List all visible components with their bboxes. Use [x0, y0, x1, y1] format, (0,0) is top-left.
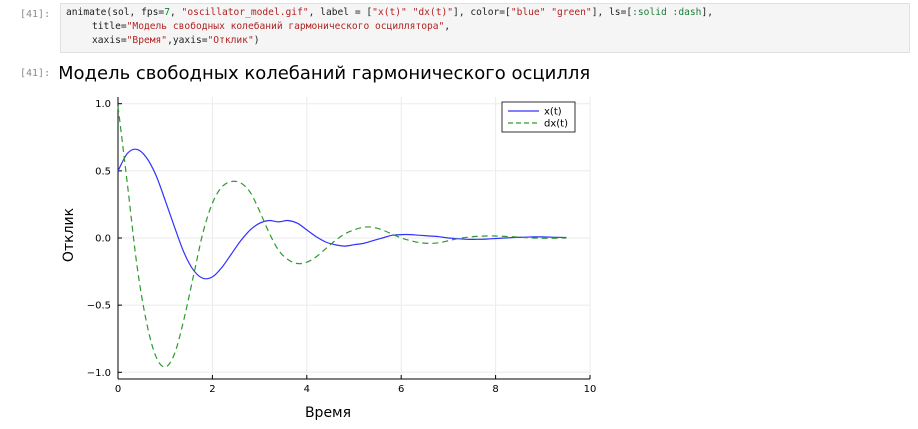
code-token: , label = [	[308, 7, 373, 18]
output-plot: Модель свободных колебаний гармоническог…	[58, 60, 620, 425]
x-tick-label: 6	[398, 384, 404, 395]
code-token: "green"	[551, 7, 592, 18]
code-token: ,	[444, 21, 451, 32]
chart-series	[117, 106, 567, 368]
y-axis-label: Отклик	[61, 208, 77, 262]
code-token: ,	[169, 7, 182, 18]
input-cell: [41]: animate(sol, fps=7, "oscillator_mo…	[0, 0, 918, 60]
legend-label: dx(t)	[544, 119, 568, 130]
code-token: "x(t)"	[372, 7, 407, 18]
chart-legend: x(t)dx(t)	[501, 101, 576, 133]
code-token: xaxis=	[92, 35, 127, 46]
code-token: ], color=[	[453, 7, 511, 18]
code-editor[interactable]: animate(sol, fps=7, "oscillator_model.gi…	[60, 3, 910, 53]
input-prompt: [41]:	[20, 9, 51, 20]
x-tick-label: 10	[584, 384, 597, 395]
code-token: 7	[164, 7, 170, 18]
code-token: ], ls=[	[591, 7, 633, 18]
code-line-1: animate(sol, fps=7, "oscillator_model.gi…	[66, 7, 713, 18]
legend-box	[501, 101, 576, 133]
code-token: ],	[701, 7, 713, 18]
code-token: "dx(t)"	[412, 7, 454, 18]
code-token: "blue"	[510, 7, 546, 18]
code-token: ,yaxis=	[167, 35, 208, 46]
x-tick-label: 0	[115, 384, 121, 395]
x-tick-label: 2	[209, 384, 215, 395]
y-tick-label: −1.0	[87, 368, 111, 379]
code-token: title=	[92, 21, 127, 32]
legend-label: x(t)	[544, 107, 562, 118]
code-token: :solid :dash	[632, 7, 702, 18]
code-token: "Отклик"	[207, 35, 254, 46]
x-axis-label: Время	[305, 405, 351, 421]
x-tick-label: 8	[492, 384, 498, 395]
output-prompt: [41]:	[20, 68, 51, 79]
chart-ticks: 0 2 4 6 8 10 −1.0 −0.5 0.0 0.5 1.0	[87, 99, 597, 395]
code-token: animate(sol, fps=	[66, 7, 165, 18]
chart-grid	[117, 97, 591, 379]
y-tick-label: 0.5	[95, 166, 111, 177]
code-token: "oscillator_model.gif"	[181, 7, 309, 18]
code-token: "Время"	[126, 35, 168, 46]
code-token: )	[253, 35, 260, 46]
series-line-x	[117, 148, 567, 280]
code-line-3: xaxis="Время",yaxis="Отклик")	[92, 35, 260, 46]
code-line-2: title="Модель свободных колебаний гармон…	[92, 21, 450, 32]
chart-title: Модель свободных колебаний гармоническог…	[60, 63, 590, 84]
code-token: "Модель свободных колебаний гармоническо…	[126, 21, 445, 32]
oscillator-chart: Модель свободных колебаний гармоническог…	[58, 63, 597, 421]
y-tick-label: 1.0	[95, 99, 111, 110]
x-tick-label: 4	[304, 384, 310, 395]
series-line-dx	[117, 106, 567, 368]
y-tick-label: 0.0	[95, 234, 111, 245]
y-tick-label: −0.5	[87, 301, 111, 312]
